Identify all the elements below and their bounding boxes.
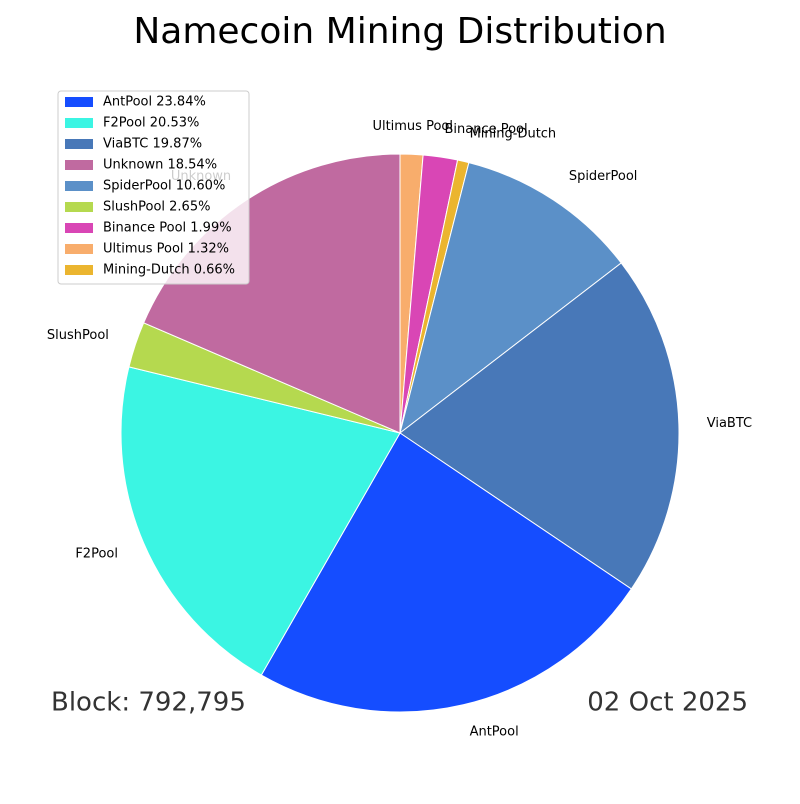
slice-label: Mining-Dutch [470, 127, 557, 142]
pie-slice [260, 432, 633, 713]
legend-swatch [65, 265, 93, 275]
slice-label: SlushPool [47, 328, 109, 343]
legend-swatch [65, 223, 93, 233]
slice-label: F2Pool [75, 547, 118, 562]
slice-label: AntPool [470, 724, 519, 739]
legend-box [57, 90, 250, 285]
slice-label: Ultimus Pool [372, 119, 453, 134]
legend-swatch [65, 139, 93, 149]
legend-swatch [65, 202, 93, 212]
legend-swatch [65, 160, 93, 170]
legend-swatch [65, 181, 93, 191]
chart-title: Namecoin Mining Distribution [133, 11, 666, 52]
slice-label: Binance Pool [444, 122, 527, 137]
legend-label: F2Pool 20.53% [103, 116, 199, 131]
legend-label: Binance Pool 1.99% [103, 221, 232, 236]
block-annotation: Block: 792,795 [51, 688, 246, 718]
legend-label: Mining-Dutch 0.66% [103, 263, 235, 278]
pie-slice [120, 366, 401, 676]
legend-label: AntPool 23.84% [103, 95, 206, 110]
pie-slice [399, 262, 680, 590]
legend-label: Ultimus Pool 1.32% [103, 242, 229, 257]
slice-label: ViaBTC [707, 416, 752, 431]
legend-label: ViaBTC 19.87% [103, 137, 202, 152]
slice-label: SpiderPool [569, 169, 638, 184]
legend: AntPool 23.84% F2Pool 20.53% ViaBTC 19.87%… [57, 90, 250, 285]
legend-swatch [65, 97, 93, 107]
pie [120, 153, 680, 713]
legend-swatch [65, 118, 93, 128]
pie-slice [399, 162, 622, 435]
legend-label: SpiderPool 10.60% [103, 179, 225, 194]
legend-label: SlushPool 2.65% [103, 200, 210, 215]
legend-label: Unknown 18.54% [103, 158, 217, 173]
date-annotation: 02 Oct 2025 [587, 688, 748, 718]
legend-swatch [65, 244, 93, 254]
